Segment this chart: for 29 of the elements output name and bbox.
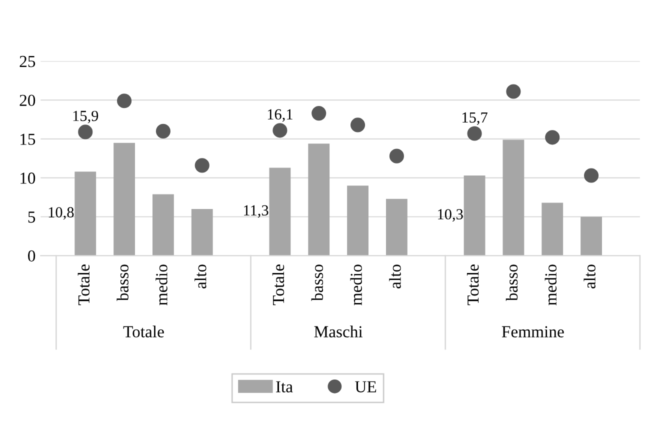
x-tick-label: alto [194,264,206,288]
x-tick-label: medio [350,264,362,306]
x-tick-label: Totale [466,264,479,306]
data-label: 16,1 [268,109,292,122]
x-tick-label: basso [116,264,128,302]
y-tick-label: 25 [20,56,36,68]
x-tick-label: medio [544,264,557,306]
x-tick-label: basso [506,264,518,302]
x-tick-label: Totale [78,264,90,306]
text: Totale [123,326,164,338]
legend-label: Ita [276,381,293,392]
y-tick-label: 5 [28,212,36,223]
y-tick-label: 10 [20,172,36,184]
x-tick-label: basso [311,264,324,302]
y-tick-label: 20 [20,94,36,106]
x-tick-label: Totale [272,264,284,306]
y-tick-label: 0 [28,250,36,262]
x-tick-label: medio [156,264,168,306]
data-label: 15,9 [73,110,98,124]
text: Femmine [502,326,564,338]
legend-label: UE [355,381,376,392]
y-tick-label: 15 [20,134,36,145]
x-tick-label: alto [584,264,596,288]
data-label: 15,7 [462,112,488,125]
x-tick-label: alto [389,264,401,288]
text: Maschi [314,326,363,338]
data-label: 10,3 [438,209,463,222]
data-label: 11,3 [244,205,268,218]
data-label: 10,8 [48,207,74,220]
